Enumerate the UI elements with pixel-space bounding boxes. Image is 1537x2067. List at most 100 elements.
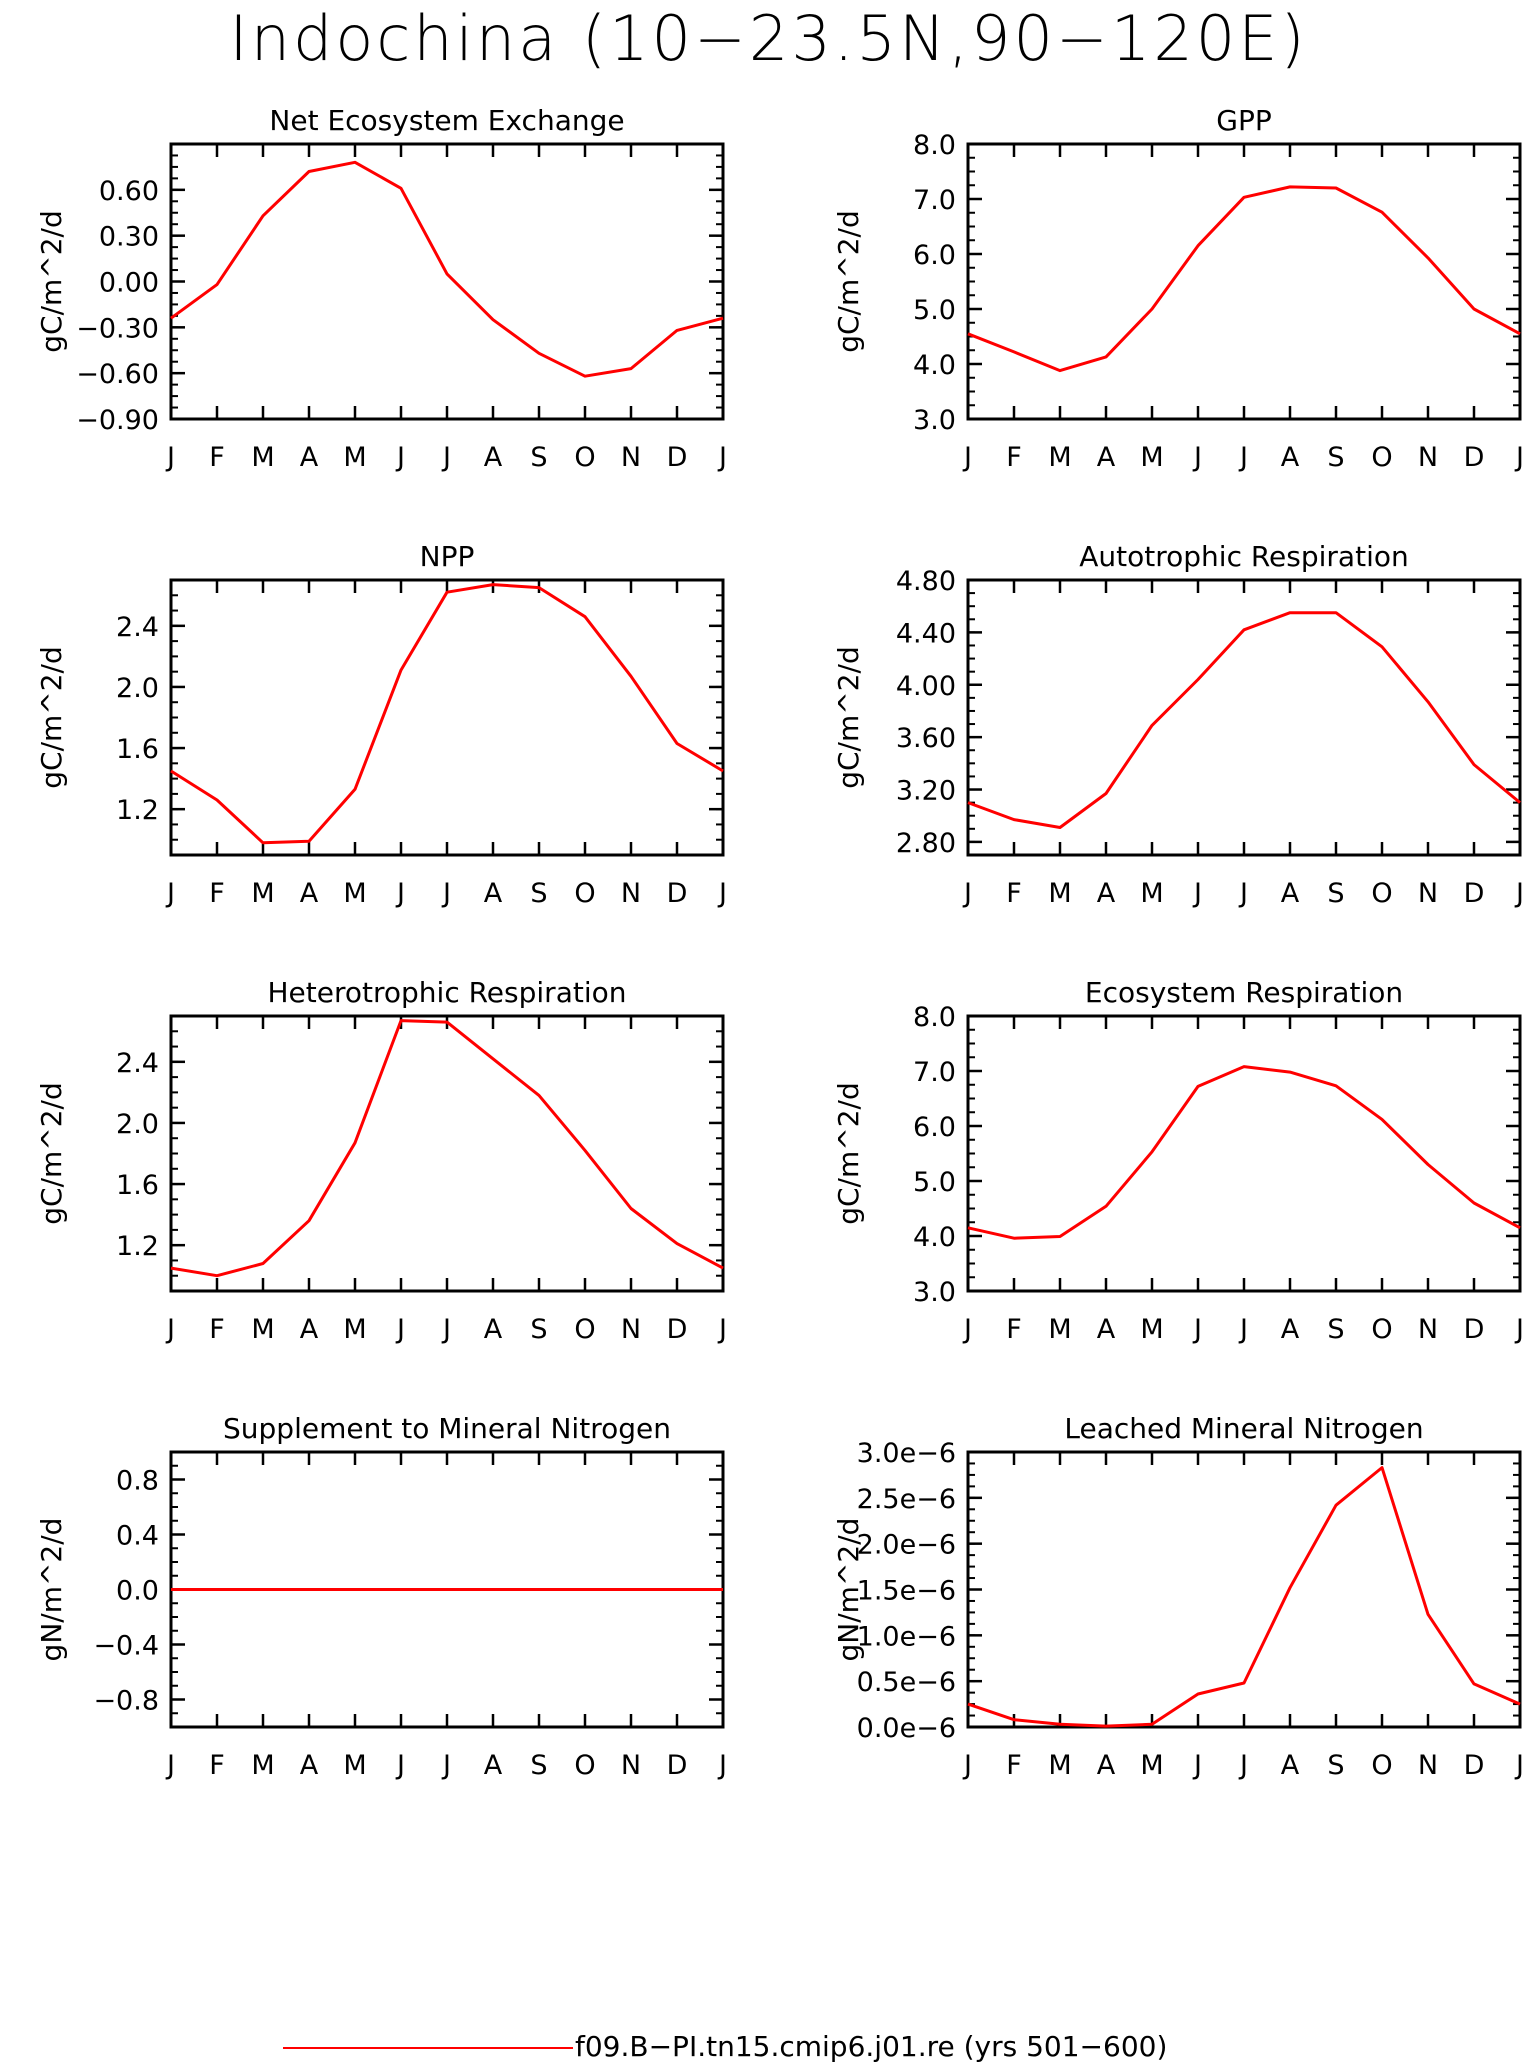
x-tick-label: A [484,878,503,909]
y-tick-label: 0.0 [116,1576,159,1607]
y-tick-label: 0.5e−6 [857,1667,956,1698]
x-tick-label: J [165,878,175,909]
y-tick-label: 2.0e−6 [857,1530,956,1561]
x-tick-label: O [1371,878,1392,909]
chart-panel: J F M A M J J A S O N D J−0.90−0.60−0.300.000.300.60… [35,104,727,473]
x-tick-label: J [1514,1750,1524,1781]
plot-frame [966,142,1522,421]
plot-frame [966,1450,1522,1729]
y-tick-label: 2.5e−6 [857,1484,956,1515]
y-axis-label: gC/m^2/d [832,1082,865,1225]
x-tick-label: A [1097,878,1116,909]
x-tick-label: S [1327,1750,1344,1781]
series-line [967,611,1521,829]
x-tick-label: J [165,1314,175,1345]
x-tick-label: J [1238,1750,1248,1781]
x-tick-label: M [251,442,274,473]
x-tick-label: M [251,1750,274,1781]
x-tick-label: J [441,1314,451,1345]
y-tick-label: 1.5e−6 [857,1576,956,1607]
legend-label: f09.B−PI.tn15.cmip6.j01.re (yrs 501−600) [575,2030,1168,2063]
series-line [967,1065,1521,1240]
chart-panel: J F M A M J J A S O N D J3.04.05.06.07.08.0GPPgC/m^2… [832,104,1524,473]
y-tick-label: −0.4 [93,1631,159,1662]
y-tick-label: 2.0 [116,1109,159,1140]
x-tick-label: J [441,442,451,473]
y-tick-label: 7.0 [913,1057,956,1088]
y-tick-label: 1.0e−6 [857,1621,956,1652]
x-tick-label: O [574,1750,595,1781]
y-tick-label: 6.0 [913,1112,956,1143]
x-tick-label: A [484,442,503,473]
x-tick-label: M [343,878,366,909]
x-tick-label: D [1464,1314,1485,1345]
x-tick-label: O [574,1314,595,1345]
x-tick-label: J [441,1750,451,1781]
y-tick-label: 8.0 [913,130,956,161]
chart-panel: J F M A M J J A S O N D J2.803.203.604.004.404.80Aut… [832,540,1524,909]
x-tick-label: M [251,878,274,909]
chart-panel: J F M A M J J A S O N D J−0.8−0.40.00.40.8Supplement… [35,1412,727,1781]
x-tick-label: J [962,1314,972,1345]
x-tick-label: M [1048,1314,1071,1345]
x-tick-label: F [209,1314,225,1345]
chart-title: Autotrophic Respiration [1079,540,1408,573]
x-tick-label: A [484,1750,503,1781]
x-tick-label: J [1238,878,1248,909]
x-tick-label: A [300,1314,319,1345]
y-tick-label: 0.4 [116,1521,159,1552]
plot-frame [169,1014,725,1293]
x-tick-label: J [962,878,972,909]
x-tick-label: S [1327,442,1344,473]
x-tick-label: J [962,1750,972,1781]
y-tick-label: −0.30 [76,313,159,344]
series-line [967,185,1521,373]
x-tick-label: M [1048,1750,1071,1781]
chart-panel: J F M A M J J A S O N D J0.0e−60.5e−61.0e−61.5e−62.0… [832,1412,1524,1781]
x-tick-label: J [717,1750,727,1781]
x-tick-label: N [621,1314,641,1345]
x-tick-label: N [621,878,641,909]
y-axis-label: gC/m^2/d [35,1082,68,1225]
x-tick-label: J [1238,442,1248,473]
x-tick-label: J [962,442,972,473]
x-tick-label: D [667,878,688,909]
x-tick-label: S [530,878,547,909]
x-tick-label: M [1048,878,1071,909]
x-tick-label: J [1192,878,1202,909]
x-tick-label: N [1418,1750,1438,1781]
plot-frame [169,578,725,857]
x-tick-label: F [1006,1314,1022,1345]
y-tick-label: 8.0 [913,1002,956,1033]
x-tick-label: N [1418,442,1438,473]
y-tick-label: 0.0e−6 [857,1713,956,1744]
x-tick-label: J [717,442,727,473]
y-tick-label: 2.80 [896,828,956,859]
y-tick-label: 7.0 [913,185,956,216]
y-tick-label: 1.6 [116,734,159,765]
x-tick-label: J [717,878,727,909]
y-tick-label: 0.00 [99,268,159,299]
y-axis-label: gC/m^2/d [35,646,68,789]
x-tick-label: M [1140,878,1163,909]
page-title: Indochina (10−23.5N,90−120E) [229,2,1308,75]
y-tick-label: 4.0 [913,1222,956,1253]
y-tick-label: 2.4 [116,1048,159,1079]
y-tick-label: 5.0 [913,1167,956,1198]
x-tick-label: F [209,1750,225,1781]
x-tick-label: M [1140,1750,1163,1781]
y-tick-label: 3.0 [913,405,956,436]
x-tick-label: F [1006,442,1022,473]
chart-title: NPP [420,540,475,573]
x-tick-label: A [1281,878,1300,909]
chart-title: Heterotrophic Respiration [268,976,627,1009]
x-tick-label: J [165,1750,175,1781]
x-tick-label: D [1464,878,1485,909]
x-tick-label: A [1281,1750,1300,1781]
y-tick-label: 4.0 [913,350,956,381]
x-tick-label: N [621,442,641,473]
x-tick-label: A [1281,442,1300,473]
chart-title: Leached Mineral Nitrogen [1064,1412,1423,1445]
legend-line-swatch [283,2047,573,2049]
